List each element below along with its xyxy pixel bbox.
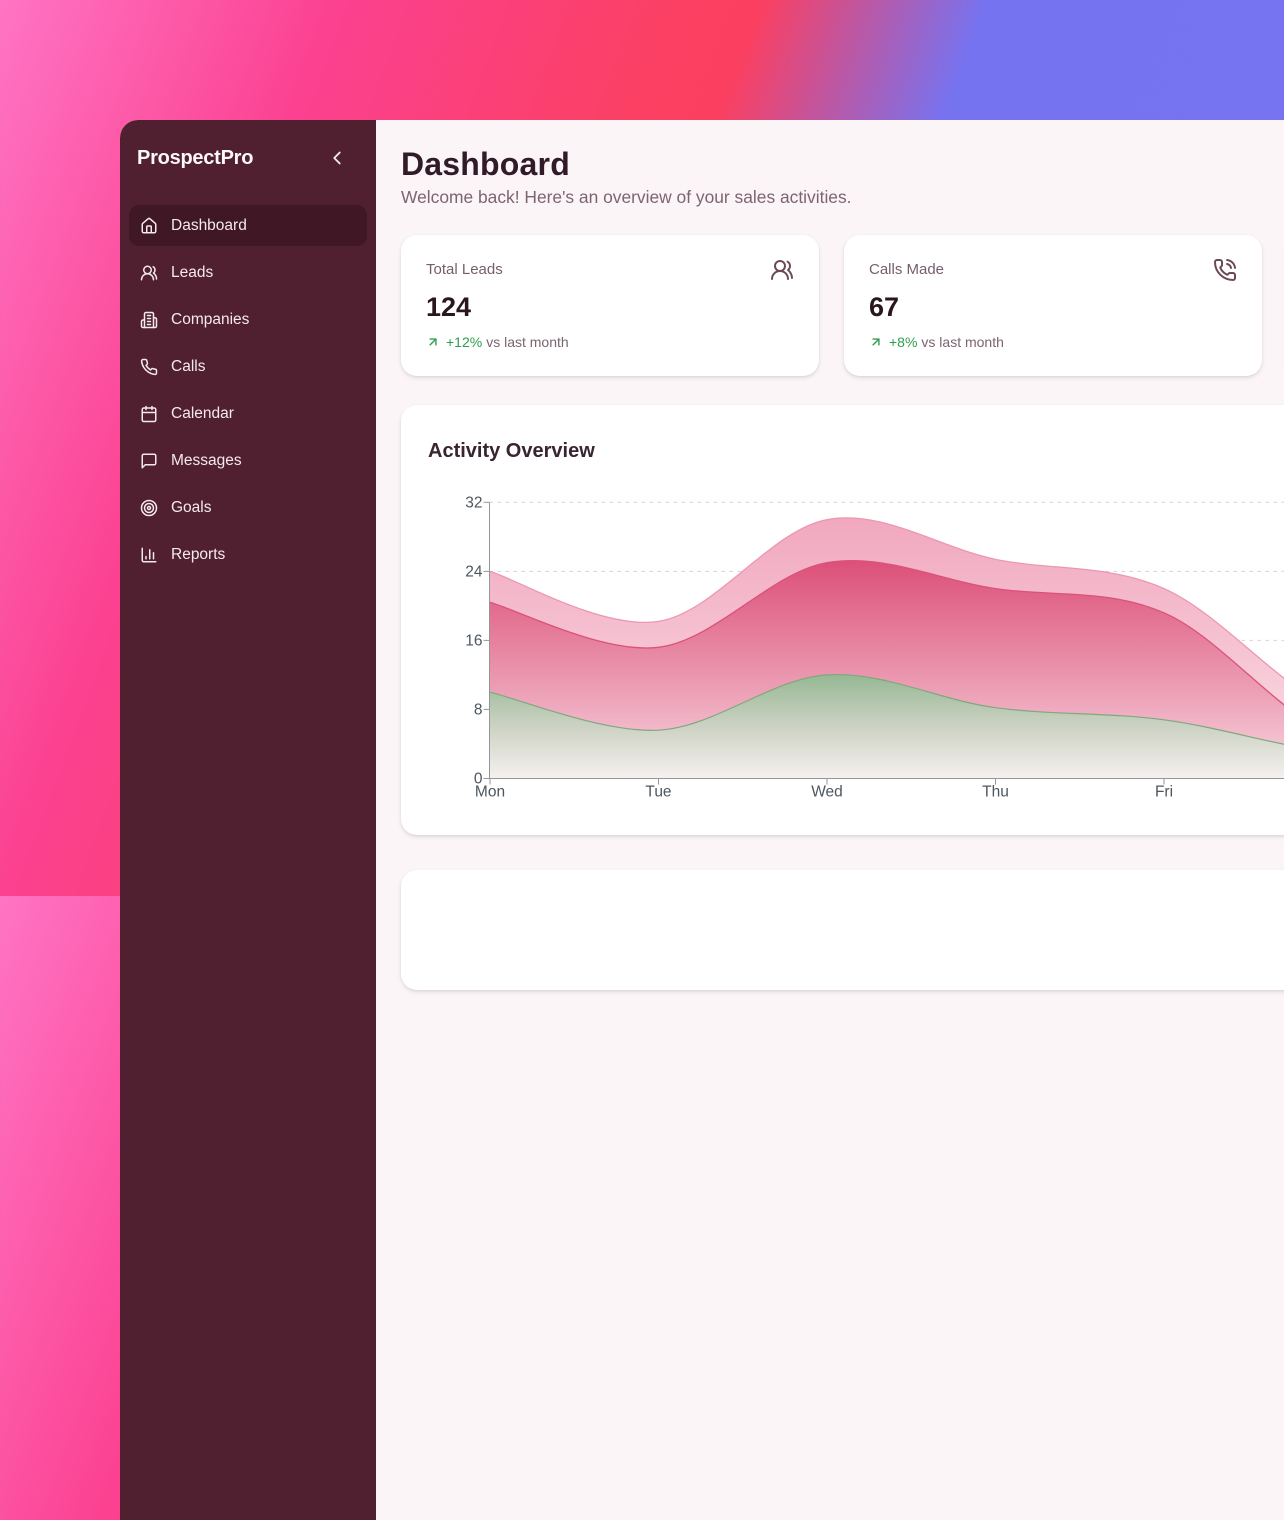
- svg-text:24: 24: [465, 564, 483, 581]
- svg-text:Wed: Wed: [811, 784, 843, 801]
- svg-text:0: 0: [474, 771, 483, 788]
- svg-text:Thu: Thu: [982, 784, 1009, 801]
- svg-text:16: 16: [465, 633, 482, 650]
- svg-text:Mon: Mon: [475, 784, 505, 801]
- svg-text:Fri: Fri: [1155, 784, 1173, 801]
- svg-text:32: 32: [465, 495, 482, 512]
- svg-text:Tue: Tue: [645, 784, 671, 801]
- svg-text:8: 8: [474, 702, 483, 719]
